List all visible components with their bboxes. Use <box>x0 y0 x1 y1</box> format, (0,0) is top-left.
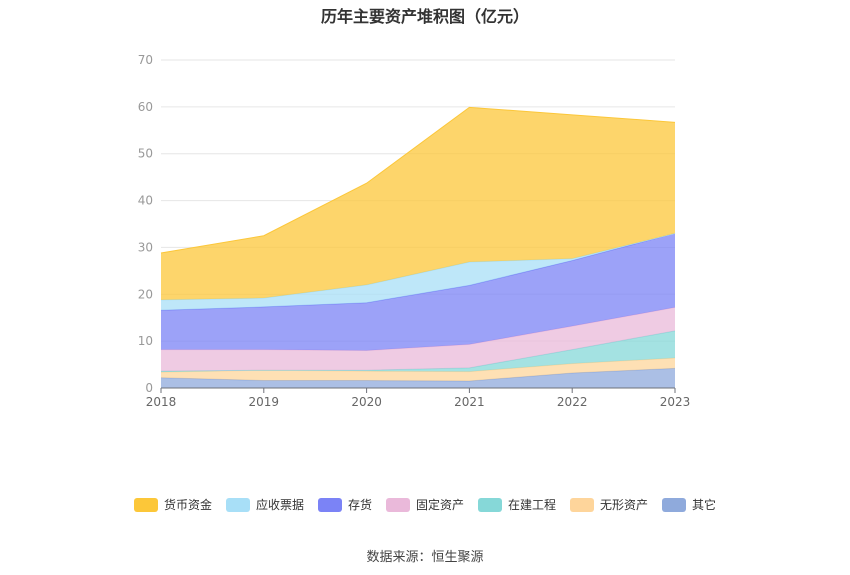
legend-label: 固定资产 <box>415 498 464 512</box>
legend-swatch <box>570 497 595 512</box>
y-tick-label: 0 <box>145 381 153 395</box>
legend-label: 存货 <box>347 498 372 512</box>
legend-label: 在建工程 <box>508 498 557 512</box>
x-tick-label: 2021 <box>454 395 485 409</box>
y-tick-label: 60 <box>138 100 153 114</box>
legend-item-construction[interactable]: 在建工程 <box>478 496 556 513</box>
area-series-无形资产 <box>161 358 675 381</box>
legend: 货币资金 应收票据 存货 固定资产 在建工程 无形资产 其它 <box>0 496 850 513</box>
area-series-应收票据 <box>161 233 675 311</box>
legend-item-intangible[interactable]: 无形资产 <box>570 496 648 513</box>
y-tick-label: 40 <box>138 194 153 208</box>
y-tick-label: 30 <box>138 240 153 254</box>
legend-label: 货币资金 <box>163 498 212 512</box>
y-tick-label: 10 <box>138 334 153 348</box>
legend-swatch <box>317 497 342 512</box>
y-tick-label: 70 <box>138 53 153 67</box>
y-tick-label: 50 <box>138 147 153 161</box>
area-series-货币资金 <box>161 107 675 300</box>
legend-swatch <box>133 497 158 512</box>
legend-label: 其它 <box>692 498 717 512</box>
area-edge-货币资金 <box>160 106 676 254</box>
legend-label: 无形资产 <box>600 498 649 512</box>
legend-swatch <box>662 497 687 512</box>
legend-item-fixed-assets[interactable]: 固定资产 <box>385 496 464 513</box>
area-series-固定资产 <box>161 307 675 372</box>
x-tick-label: 2020 <box>351 395 382 409</box>
y-tick-label: 20 <box>138 287 153 301</box>
area-series-其它 <box>161 368 675 388</box>
legend-item-cash[interactable]: 货币资金 <box>133 496 212 513</box>
legend-label: 应收票据 <box>255 498 304 512</box>
legend-swatch <box>478 497 502 512</box>
stacked-area-chart: 0 10 20 30 40 50 60 70 2018 2019 2020 2021 2022 2023 <box>138 53 691 409</box>
x-tick-label: 2019 <box>249 395 280 409</box>
legend-item-other[interactable]: 其它 <box>662 496 716 513</box>
x-tick-label: 2018 <box>146 395 177 409</box>
legend-swatch <box>225 497 250 512</box>
legend-item-inventory[interactable]: 存货 <box>317 496 372 513</box>
area-series-在建工程 <box>161 330 675 373</box>
data-source: 数据来源：恒生聚源 <box>366 550 484 565</box>
x-tick-label: 2022 <box>557 395 588 409</box>
legend-swatch <box>385 497 410 512</box>
x-tick-label: 2023 <box>660 395 691 409</box>
legend-item-notes-receivable[interactable]: 应收票据 <box>225 496 304 513</box>
chart-title: 历年主要资产堆积图（亿元） <box>320 7 529 26</box>
area-series-存货 <box>161 233 675 351</box>
